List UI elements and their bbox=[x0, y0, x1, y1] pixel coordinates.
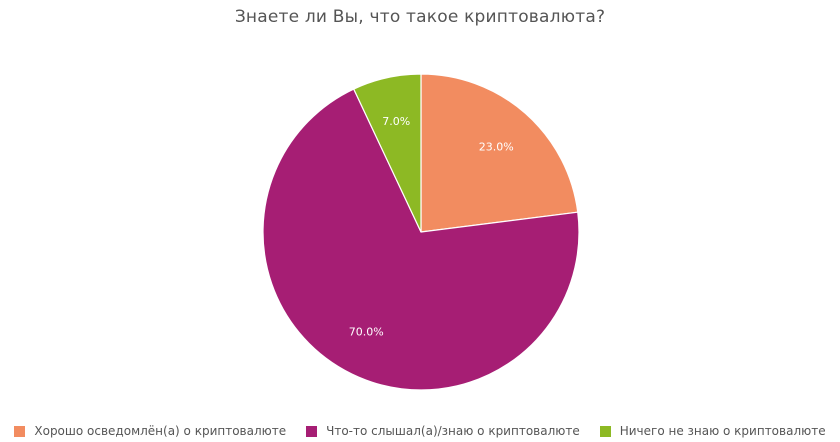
legend-item-know-nothing[interactable]: Ничего не знаю о криптовалюте bbox=[599, 424, 826, 438]
legend-swatch bbox=[599, 425, 611, 437]
pie-labels: 23.0% 70.0% 7.0% bbox=[349, 115, 514, 339]
slice-know-nothing[interactable] bbox=[352, 73, 422, 233]
slice-value-label: 23.0% bbox=[479, 141, 514, 154]
legend-item-well-informed[interactable]: Хорошо осведомлён(а) о криптовалюте bbox=[14, 424, 286, 438]
chart-title: Знаете ли Вы, что такое криптовалюта? bbox=[234, 7, 606, 27]
slice-well-informed[interactable] bbox=[420, 73, 579, 233]
legend-label: Ничего не знаю о криптовалюте bbox=[619, 424, 826, 438]
slice-value-label: 70.0% bbox=[349, 326, 384, 339]
legend: Хорошо осведомлён(а) о криптовалюте Что-… bbox=[0, 424, 840, 438]
slice-heard-something[interactable] bbox=[262, 88, 580, 391]
legend-label: Хорошо осведомлён(а) о криптовалюте bbox=[34, 424, 287, 438]
legend-item-heard-something[interactable]: Что-то слышал(а)/знаю о криптовалюте bbox=[306, 424, 580, 438]
legend-label: Что-то слышал(а)/знаю о криптовалюте bbox=[326, 424, 580, 438]
pie-slices bbox=[262, 73, 580, 391]
legend-swatch bbox=[306, 425, 318, 437]
slice-value-label: 7.0% bbox=[382, 115, 410, 128]
legend-swatch bbox=[14, 425, 26, 437]
